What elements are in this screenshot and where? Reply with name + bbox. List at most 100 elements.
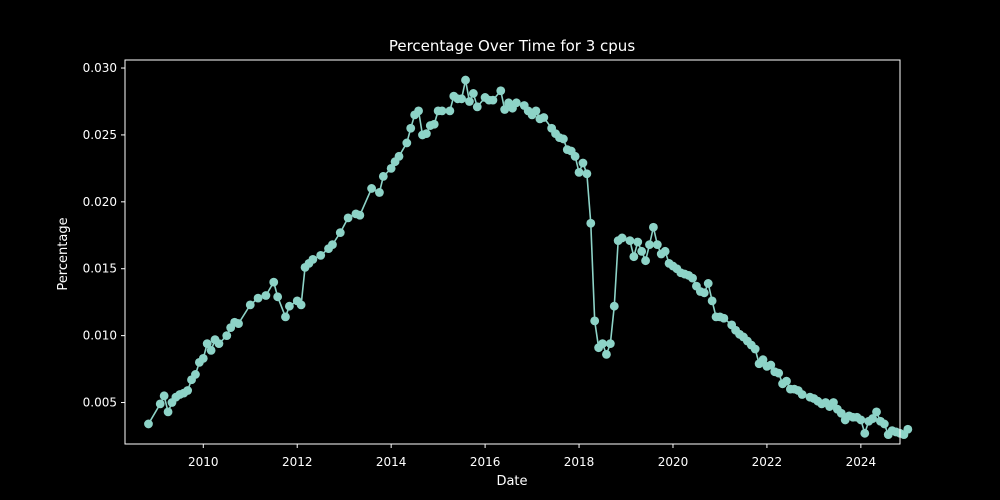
data-point [273, 292, 283, 302]
series-markers [144, 75, 913, 440]
data-point [414, 106, 423, 116]
y-tick-label: 0.010 [83, 329, 117, 343]
data-point [699, 288, 709, 298]
data-point [206, 345, 216, 355]
data-point [598, 339, 607, 349]
data-point [191, 370, 200, 379]
data-point [758, 355, 768, 365]
data-point [328, 240, 337, 250]
data-point [472, 102, 482, 112]
data-point [836, 408, 846, 418]
data-point [605, 339, 615, 349]
data-point [641, 256, 650, 266]
data-point [586, 218, 596, 228]
y-axis-label: Percentage [56, 217, 71, 290]
data-point [343, 213, 353, 223]
data-point [590, 316, 600, 326]
x-tick-label: 2014 [376, 455, 407, 469]
x-tick-label: 2010 [188, 455, 219, 469]
data-point [652, 240, 662, 250]
x-tick-label: 2020 [658, 455, 689, 469]
data-point [488, 95, 498, 105]
y-tick-label: 0.015 [83, 262, 117, 276]
data-point [903, 424, 913, 434]
data-point [261, 291, 271, 300]
data-point [465, 97, 474, 106]
data-point [234, 319, 243, 328]
x-tick-label: 2018 [564, 455, 595, 469]
data-point [437, 106, 447, 116]
x-tick-label: 2016 [470, 455, 501, 469]
data-point [617, 233, 627, 243]
plot-area: 2010 2012 2014 2016 2018 2020 2022 2024 0.0050.… [83, 59, 913, 469]
data-point [281, 312, 290, 322]
data-point [457, 94, 467, 104]
data-point [316, 250, 326, 260]
data-point [719, 313, 729, 323]
data-point [750, 344, 760, 354]
data-point [629, 252, 639, 262]
data-point [253, 293, 263, 303]
data-point [602, 349, 611, 359]
data-point [468, 89, 478, 98]
y-tick-label: 0.025 [83, 128, 117, 142]
data-point [269, 277, 279, 287]
data-point [402, 138, 412, 148]
data-point [782, 376, 791, 386]
data-point [144, 419, 153, 429]
data-point [222, 331, 232, 341]
data-point [578, 158, 588, 168]
data-point [183, 386, 193, 395]
series-layer [144, 75, 913, 440]
data-point [633, 237, 643, 247]
data-point [245, 300, 255, 310]
data-point [386, 163, 396, 173]
data-point [429, 119, 439, 129]
y-axis-ticks: 0.005 0.010 0.015 0.020 0.025 0.030 [83, 61, 125, 410]
data-point [645, 240, 654, 250]
data-point [163, 407, 173, 417]
plot-frame [124, 59, 901, 445]
data-point [202, 339, 212, 349]
x-tick-label: 2024 [846, 455, 877, 469]
data-point [500, 105, 510, 114]
data-point [570, 151, 580, 161]
data-point [308, 254, 318, 264]
data-point [284, 301, 294, 311]
data-point [445, 106, 455, 116]
data-point [879, 419, 889, 429]
data-point [159, 391, 169, 401]
data-point [774, 368, 784, 378]
data-point [421, 129, 431, 138]
data-point [531, 106, 541, 116]
chart-title: Percentage Over Time for 3 cpus [389, 37, 635, 55]
data-point [872, 407, 881, 417]
x-tick-label: 2022 [752, 455, 783, 469]
data-point [335, 228, 345, 238]
data-point [649, 222, 658, 232]
data-point [496, 86, 506, 96]
data-point [375, 188, 384, 197]
data-point [198, 353, 208, 363]
data-point [512, 98, 521, 108]
data-point [558, 134, 568, 144]
data-point [637, 246, 647, 256]
data-point [829, 398, 838, 407]
data-point [766, 360, 776, 370]
y-tick-label: 0.020 [83, 195, 117, 209]
data-point [703, 279, 713, 288]
data-point [582, 169, 592, 179]
data-point [406, 123, 416, 133]
data-point [214, 339, 224, 349]
data-point [539, 113, 549, 122]
data-point [378, 172, 388, 181]
y-tick-label: 0.005 [83, 396, 117, 410]
data-point [461, 75, 470, 85]
data-point [574, 167, 584, 177]
data-point [609, 301, 619, 311]
data-point [355, 210, 365, 220]
data-point [660, 246, 670, 256]
x-axis-ticks: 2010 2012 2014 2016 2018 2020 2022 2024 [188, 444, 876, 469]
